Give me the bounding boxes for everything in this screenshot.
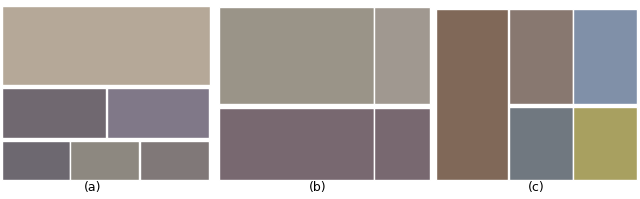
Bar bbox=[509, 9, 573, 104]
Text: (a): (a) bbox=[84, 181, 102, 194]
Bar bbox=[374, 7, 430, 104]
Bar bbox=[2, 141, 70, 180]
Bar bbox=[2, 6, 210, 85]
Bar bbox=[107, 88, 209, 138]
Bar bbox=[436, 9, 508, 180]
Bar bbox=[219, 108, 374, 180]
Bar bbox=[374, 108, 430, 180]
Bar bbox=[2, 88, 106, 138]
Bar bbox=[509, 107, 573, 180]
Bar bbox=[573, 107, 637, 180]
Bar bbox=[140, 141, 209, 180]
Bar bbox=[70, 141, 139, 180]
Text: (b): (b) bbox=[309, 181, 327, 194]
Text: (c): (c) bbox=[528, 181, 545, 194]
Bar bbox=[573, 9, 637, 104]
Bar bbox=[219, 7, 374, 104]
